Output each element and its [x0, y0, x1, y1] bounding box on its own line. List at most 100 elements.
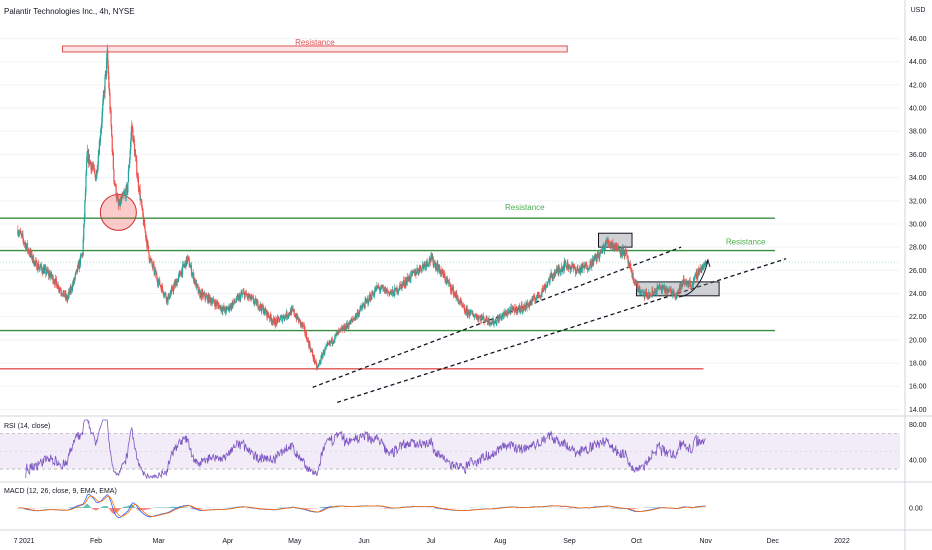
- candle-body: [457, 299, 459, 304]
- trendline: [337, 258, 787, 404]
- candle-body: [512, 306, 514, 311]
- rsi-label[interactable]: RSI (14, close): [4, 423, 51, 430]
- time-tick: Jul: [427, 538, 436, 545]
- candle-body: [272, 321, 274, 323]
- candle-body: [340, 328, 342, 330]
- candle-body: [698, 270, 700, 276]
- candle-body: [106, 57, 108, 74]
- symbol-title[interactable]: Palantir Technologies Inc., 4h, NYSE: [4, 7, 135, 16]
- candle-body: [515, 306, 518, 313]
- candle-body: [197, 285, 199, 287]
- candle-body: [569, 267, 572, 270]
- candle-body: [412, 270, 414, 272]
- candle-body: [486, 320, 489, 322]
- candle-body: [140, 199, 142, 202]
- candle-body: [217, 303, 219, 304]
- candle-body: [188, 258, 190, 267]
- candle-body: [605, 239, 607, 244]
- candle-body: [541, 288, 543, 294]
- candle-body: [133, 136, 135, 144]
- candle-body: [56, 282, 58, 289]
- candle-body: [162, 289, 164, 294]
- price-axis[interactable]: USD 46.00 44.00 42.00 40.00 38.00 36.00 34.00 32…: [909, 7, 927, 414]
- candle-body: [159, 285, 161, 286]
- candle-body: [393, 292, 395, 296]
- candle-body: [292, 308, 294, 311]
- time-tick: Aug: [494, 538, 507, 545]
- candle-body: [248, 296, 250, 298]
- candle-body: [209, 295, 211, 299]
- candle-body: [625, 252, 628, 254]
- candle-body: [293, 309, 295, 315]
- candle-body: [394, 288, 396, 296]
- candle-body: [461, 304, 463, 306]
- time-tick: Oct: [631, 538, 642, 545]
- candle-body: [136, 160, 138, 176]
- candle-body: [357, 313, 360, 317]
- drawing-tools[interactable]: Resistance Resistance Resistance: [0, 38, 787, 404]
- candle-body: [524, 308, 526, 311]
- price-tick: 44.00: [909, 59, 927, 66]
- candle-body: [660, 287, 662, 289]
- candle-body: [262, 307, 265, 314]
- candle-body: [54, 278, 56, 285]
- candle-body: [247, 294, 250, 298]
- candle-body: [609, 243, 611, 246]
- time-axis[interactable]: 7 2021 Feb Mar Apr May Jun Jul Aug Sep Oct Nov Dec 20…: [14, 538, 850, 545]
- candle-body: [585, 263, 587, 265]
- candle-body: [217, 303, 219, 306]
- candle-body: [600, 250, 602, 252]
- candle-body: [484, 320, 486, 322]
- candle-body: [484, 320, 486, 322]
- candle-body: [514, 309, 516, 313]
- candle-body: [573, 265, 576, 267]
- candle-body: [533, 295, 535, 299]
- candle-body: [279, 317, 281, 320]
- candle-body: [249, 294, 251, 300]
- candle-body: [547, 281, 549, 285]
- candle-body: [294, 314, 296, 316]
- candle-body: [150, 258, 152, 260]
- macd-label[interactable]: MACD (12, 26, close, 9, EMA, EMA): [4, 488, 117, 495]
- candle-body: [606, 239, 608, 242]
- candle-body: [103, 92, 105, 96]
- candle-body: [597, 252, 599, 256]
- candle-body: [177, 278, 179, 283]
- candle-body: [430, 254, 433, 257]
- candle-body: [432, 256, 434, 266]
- candle-body: [212, 299, 214, 302]
- candle-body: [685, 281, 687, 286]
- candle-body: [418, 272, 420, 273]
- candle-body: [322, 354, 324, 359]
- candle-body: [440, 270, 442, 274]
- candle-body: [169, 293, 171, 298]
- candle-body: [163, 295, 165, 296]
- candle-body: [113, 181, 116, 183]
- candle-body: [614, 244, 616, 247]
- candle-body: [545, 285, 547, 287]
- candle-body: [475, 315, 477, 316]
- candle-body: [75, 271, 77, 274]
- candle-body: [61, 293, 63, 295]
- candle-body: [137, 176, 140, 188]
- candle-body: [427, 263, 429, 266]
- candle-body: [128, 159, 131, 168]
- candle-body: [373, 294, 375, 296]
- candle-body: [121, 194, 123, 197]
- candle-body: [678, 287, 681, 291]
- candle-body: [312, 351, 314, 356]
- candle-body: [482, 315, 485, 318]
- candle-body: [309, 343, 311, 348]
- candle-body: [624, 249, 626, 256]
- candle-body: [360, 306, 362, 309]
- candle-body: [591, 266, 593, 267]
- candle-body: [626, 253, 628, 257]
- candle-body: [576, 270, 578, 271]
- candle-body: [83, 216, 85, 225]
- candle-body: [513, 306, 515, 308]
- candle-body: [147, 245, 150, 253]
- candle-body: [141, 207, 143, 209]
- candle-body: [18, 233, 20, 235]
- candle-body: [683, 279, 685, 282]
